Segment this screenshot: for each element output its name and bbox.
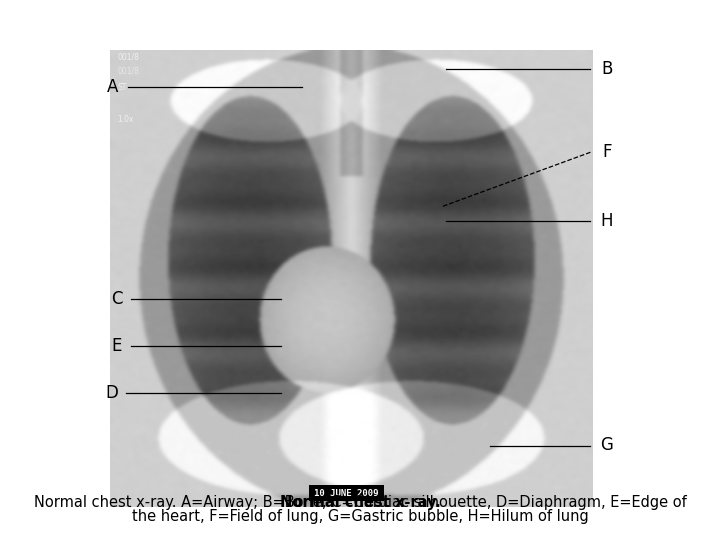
Text: E: E [112,336,122,355]
Text: 001/8: 001/8 [117,66,139,76]
Bar [309,485,384,501]
Text: ST: ST [117,83,127,92]
Text: 001/8: 001/8 [117,53,139,62]
Text: the heart, F=Field of lung, G=Gastric bubble, H=Hilum of lung: the heart, F=Field of lung, G=Gastric bu… [132,509,588,524]
Text: C: C [111,289,122,308]
Text: Normal chest x-ray.: Normal chest x-ray. [279,495,441,510]
Text: 10 JUNE 2009: 10 JUNE 2009 [315,489,379,497]
Text: F: F [602,143,612,161]
Text: B: B [601,59,613,78]
Text: H: H [600,212,613,231]
Text: 1.0x: 1.0x [117,115,134,124]
Text: D: D [105,384,118,402]
Text: Normal chest x-ray. A=Airway; B=Bone, C=Cardiac silhouette, D=Diaphragm, E=Edge : Normal chest x-ray. A=Airway; B=Bone, C=… [34,495,686,510]
Text: A: A [107,78,119,97]
Text: G: G [600,436,613,455]
